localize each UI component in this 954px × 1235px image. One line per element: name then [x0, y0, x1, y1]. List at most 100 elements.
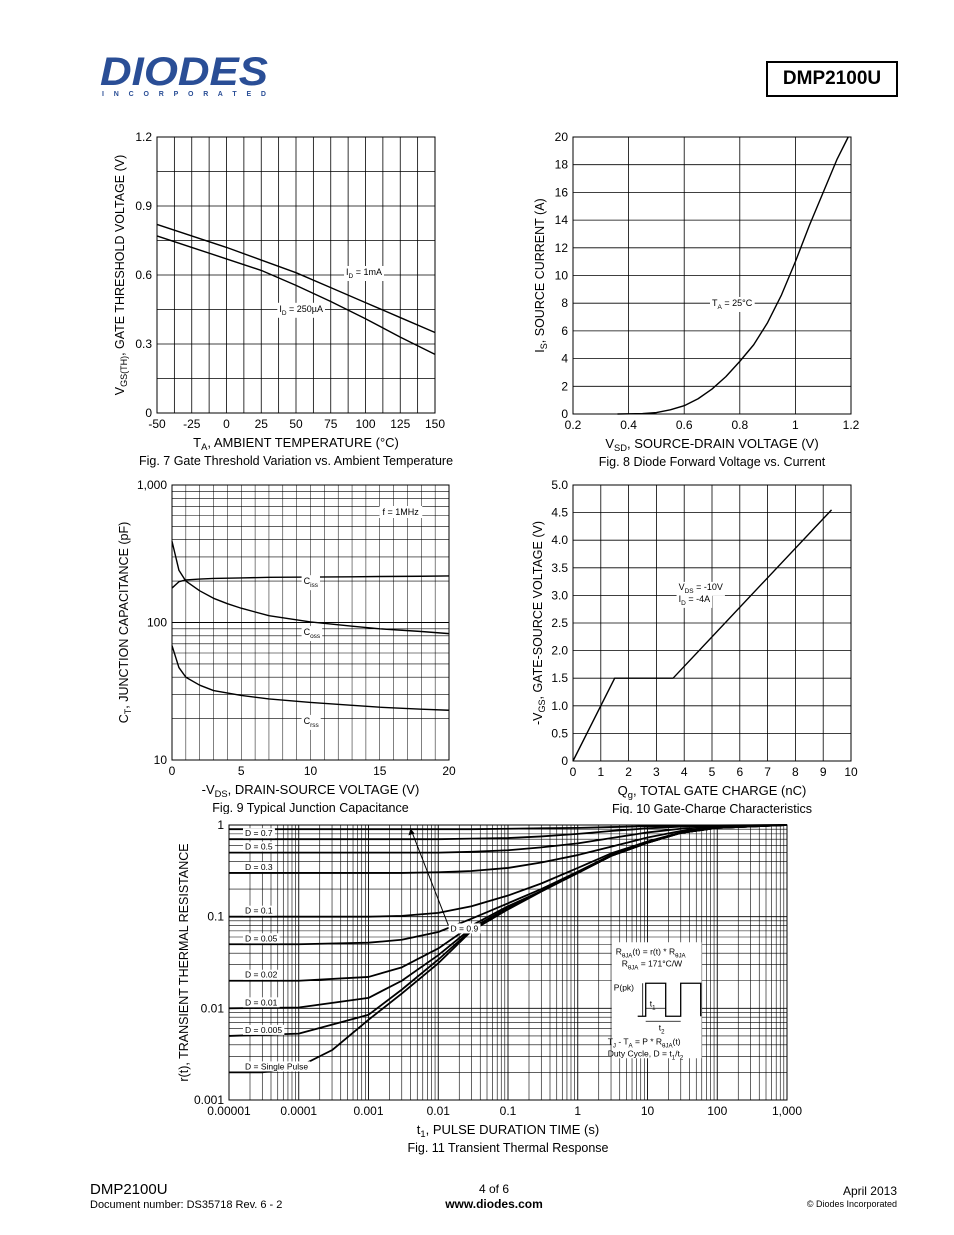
y-axis-label: -VGS, GATE-SOURCE VOLTAGE (V)	[531, 521, 547, 725]
fig7-series	[156, 223, 436, 355]
fig10-chart: 0 1 2 3 4 5 6 7 8 9 10 0 0.5 1.0 1.5 2.0 2.5 3.0 3.5 4.0 4.5…	[531, 478, 858, 814]
inset-box	[611, 942, 702, 1059]
y-tick-label: 0.9	[135, 199, 152, 213]
y-axis-label: r(t), TRANSIENT THERMAL RESISTANCE	[177, 843, 191, 1081]
series-line-0	[156, 223, 436, 334]
fig10-ticks: 0 1 2 3 4 5 6 7 8 9 10 0 0.5 1.0 1.5 2.0 2.5 3.0 3.5 4.0 4.5…	[551, 478, 858, 779]
plot-frame	[572, 484, 852, 762]
chart-title: Fig. 11 Transient Thermal Response	[407, 1141, 608, 1155]
x-tick-label: 0.2	[565, 418, 582, 432]
y-axis-label: CT, JUNCTION CAPACITANCE (pF)	[117, 522, 133, 724]
fig7-chart: -50 -25 0 25 50 75 100 125 150 0 0.3 0.6 0.9 1.2 ID =…	[113, 130, 453, 468]
x-tick-label: 0	[570, 765, 577, 779]
x-tick-label: -50	[148, 417, 166, 431]
x-tick-label: 0.0001	[280, 1104, 317, 1118]
y-tick-label: 100	[147, 616, 167, 630]
x-tick-label: 10	[304, 764, 318, 778]
annotation-bg	[379, 506, 423, 518]
d09-arrowhead	[408, 828, 415, 836]
duty-label: D = 0.9	[451, 923, 479, 933]
series-label: Coss	[304, 627, 321, 640]
x-tick-label: 125	[390, 417, 410, 431]
y-tick-label: 1.5	[551, 671, 568, 685]
logo-subtext: I N C O R P O R A T E D	[102, 91, 266, 98]
y-tick-label: 4.5	[551, 506, 568, 520]
inset-t2: t2	[659, 1022, 665, 1035]
plot-frame	[572, 136, 852, 415]
y-tick-label: 3.0	[551, 588, 568, 602]
y-tick-label: 20	[555, 130, 569, 144]
series-line-9	[229, 824, 788, 1074]
y-tick-label: 2.0	[551, 644, 568, 658]
y-tick-label: 0	[145, 406, 152, 420]
duty-label: D = 0.3	[245, 862, 273, 872]
inset-formula-1: RθJA(t) = r(t) * RθJA	[616, 946, 687, 959]
x-tick-label: 50	[289, 417, 303, 431]
x-tick-label: 7	[764, 765, 771, 779]
fig7-grid	[156, 136, 436, 414]
y-tick-label: 0.5	[551, 726, 568, 740]
duty-label-bg	[243, 828, 275, 839]
x-tick-label: 5	[238, 764, 245, 778]
chart-title: Fig. 7 Gate Threshold Variation vs. Ambi…	[139, 454, 453, 468]
fig9-labels: Ciss Coss Crss -VDS, DRAIN-SOURCE VOLTAGE (…	[117, 506, 423, 814]
y-tick-label: 1.0	[551, 699, 568, 713]
series-label: ID = 250µA	[279, 304, 323, 317]
y-tick-label: 0.001	[194, 1093, 224, 1107]
y-tick-label: 0	[561, 407, 568, 421]
y-tick-label: 8	[561, 296, 568, 310]
x-tick-label: 100	[707, 1104, 727, 1118]
x-tick-label: 0	[223, 417, 230, 431]
x-tick-label: 0.8	[731, 418, 748, 432]
x-tick-label: -25	[183, 417, 201, 431]
y-tick-label: 2.5	[551, 616, 568, 630]
y-tick-label: 6	[561, 324, 568, 338]
footer-page-number: 4 of 6	[478, 1182, 510, 1196]
y-tick-label: 16	[555, 185, 569, 199]
x-tick-label: 75	[324, 417, 338, 431]
x-tick-label: 9	[820, 765, 827, 779]
x-axis-label: t1, PULSE DURATION TIME (s)	[417, 1122, 599, 1139]
fig11-grid	[228, 824, 788, 1101]
part-number-box: DMP2100U	[766, 61, 898, 97]
plot-frame	[171, 484, 450, 761]
y-axis-label: IS, SOURCE CURRENT (A)	[533, 198, 549, 352]
y-tick-label: 4.0	[551, 533, 568, 547]
duty-label-bg	[448, 923, 481, 934]
inset-t1: t1	[650, 998, 656, 1011]
series-label-bg	[277, 302, 325, 318]
footer-date: April 2013	[842, 1184, 897, 1198]
footer-website-link[interactable]: www.diodes.com	[445, 1197, 543, 1211]
series-label-bg	[301, 714, 321, 730]
x-tick-label: 100	[355, 417, 375, 431]
series-label: TA = 25°C	[712, 298, 753, 311]
annotation-line: ID = -4A	[679, 594, 710, 607]
diodes-logo: DIODES I N C O R P O R A T E D	[100, 52, 268, 98]
series-line-0	[229, 824, 788, 831]
footer-doc-number: Document number: DS35718 Rev. 6 - 2	[90, 1199, 283, 1211]
footer-part: DMP2100U	[90, 1181, 168, 1198]
fig11-ticks: 0.00001 0.0001 0.001 0.01 0.1 1 10 100 1,000 0.00…	[194, 818, 802, 1118]
series-line-1	[229, 824, 788, 841]
footer-copyright: © Diodes Incorporated	[806, 1199, 897, 1209]
y-tick-label: 10	[555, 269, 569, 283]
y-tick-label: 0	[561, 754, 568, 768]
x-axis-label: TA, AMBIENT TEMPERATURE (°C)	[193, 435, 399, 452]
duty-label-bg	[243, 997, 280, 1008]
duty-label-bg	[243, 1061, 311, 1072]
x-tick-label: 25	[255, 417, 269, 431]
plot-frame	[228, 824, 788, 1101]
y-tick-label: 1,000	[137, 478, 167, 492]
plot-frame	[156, 136, 436, 414]
inset-ppk: P(pk)	[614, 982, 634, 992]
x-tick-label: 1.2	[843, 418, 860, 432]
series-label-bg	[710, 296, 755, 312]
series-label-bg	[301, 575, 320, 591]
duty-label: D = Single Pulse	[245, 1061, 308, 1071]
series-line-0	[617, 136, 849, 415]
fig8-grid	[572, 136, 852, 415]
y-tick-label: 0.6	[135, 268, 152, 282]
x-tick-label: 4	[681, 765, 688, 779]
y-tick-label: 12	[555, 241, 569, 255]
y-tick-label: 4	[561, 352, 568, 366]
